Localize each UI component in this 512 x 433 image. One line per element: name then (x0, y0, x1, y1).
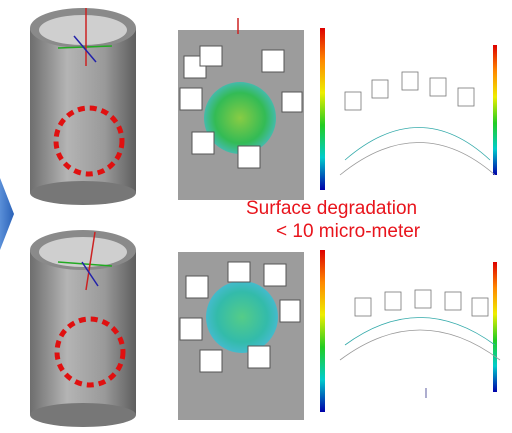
cylinder-bottom (30, 230, 136, 427)
figure: Surface degradation < 10 micro-meter (0, 0, 512, 433)
colorbar (493, 45, 497, 175)
annotation-line: Surface degradation (246, 198, 417, 219)
profile-top (340, 72, 495, 175)
scan-top (178, 18, 304, 200)
profile-bottom (340, 290, 500, 398)
colorbar (493, 262, 497, 392)
colorbar (320, 250, 325, 412)
annotation-line: < 10 micro-meter (276, 221, 421, 242)
cylinder-top (30, 8, 136, 205)
scan-bottom (178, 252, 304, 420)
colorbar (320, 28, 325, 190)
page: Surface degradation < 10 micro-meter (()… (0, 0, 512, 433)
flow-arrow (0, 178, 14, 250)
